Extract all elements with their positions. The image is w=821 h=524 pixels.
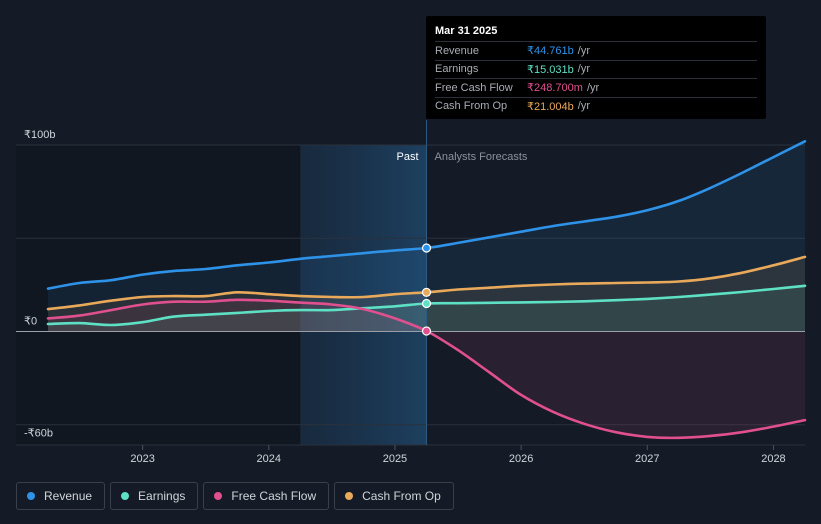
legend-item-revenue[interactable]: Revenue (16, 482, 106, 510)
legend-dot-icon (121, 492, 130, 500)
tooltip-value: ₹248.700m (527, 82, 583, 95)
tooltip-value: ₹21.004b (527, 100, 574, 113)
tooltip-value: ₹44.761b (527, 45, 574, 58)
tooltip-row-revenue: Revenue ₹44.761b /yr (435, 41, 757, 60)
legend-dot-icon (345, 492, 354, 500)
legend: Revenue Earnings Free Cash Flow Cash Fro… (16, 482, 454, 510)
past-shade-region (300, 145, 427, 445)
y-axis-labels: ₹100b ₹0 -₹60b (24, 129, 55, 439)
past-dark-region (16, 145, 301, 445)
marker-revenue (421, 243, 432, 253)
legend-label: Earnings (138, 489, 186, 503)
tooltip-label: Free Cash Flow (435, 81, 513, 94)
x-tick-label: 2026 (509, 453, 533, 465)
x-tick-label: 2027 (635, 453, 659, 465)
tooltip-label: Earnings (435, 63, 479, 76)
gridlines (16, 144, 805, 446)
x-tick-label: 2023 (130, 453, 154, 465)
past-label: Past (396, 151, 418, 163)
x-tick-label: 2024 (257, 453, 281, 465)
x-tick-label: 2025 (383, 453, 407, 465)
marker-free-cash-flow (421, 326, 432, 336)
legend-label: Revenue (44, 489, 93, 503)
tooltip: Mar 31 2025 Revenue ₹44.761b /yr Earning… (426, 16, 766, 119)
x-tick-label: 2028 (761, 453, 785, 465)
tooltip-unit: /yr (586, 81, 600, 94)
marker-earnings (421, 298, 432, 309)
series-area-free-cash-flow (48, 299, 805, 438)
legend-item-earnings[interactable]: Earnings (110, 482, 199, 510)
x-axis-labels: 2023 2024 2025 2026 2027 2028 (130, 445, 786, 465)
tooltip-value: ₹15.031b (527, 63, 574, 76)
forecast-label: Analysts Forecasts (435, 151, 528, 163)
legend-dot-icon (27, 492, 35, 500)
tooltip-unit: /yr (577, 100, 590, 113)
legend-dot-icon (214, 492, 223, 500)
tooltip-date: Mar 31 2025 (435, 25, 498, 37)
legend-item-cash-from-op[interactable]: Cash From Op (334, 482, 454, 510)
y-tick-label: ₹0 (24, 316, 37, 328)
marker-cash-from-op (421, 287, 432, 297)
tooltip-row-earnings: Earnings ₹15.031b /yr (435, 59, 757, 79)
tooltip-row-cash-from-op: Cash From Op ₹21.004b /yr (435, 96, 757, 116)
legend-item-free-cash-flow[interactable]: Free Cash Flow (203, 482, 330, 510)
tooltip-label: Revenue (435, 44, 480, 57)
legend-label: Free Cash Flow (231, 489, 317, 503)
tooltip-unit: /yr (577, 63, 590, 76)
tooltip-label: Cash From Op (435, 100, 508, 113)
hover-markers (421, 243, 432, 336)
y-tick-label: -₹60b (24, 427, 53, 439)
tooltip-row-free-cash-flow: Free Cash Flow ₹248.700m /yr (435, 78, 757, 97)
legend-label: Cash From Op (362, 489, 441, 503)
tooltip-unit: /yr (577, 44, 590, 57)
y-tick-label: ₹100b (24, 129, 55, 141)
